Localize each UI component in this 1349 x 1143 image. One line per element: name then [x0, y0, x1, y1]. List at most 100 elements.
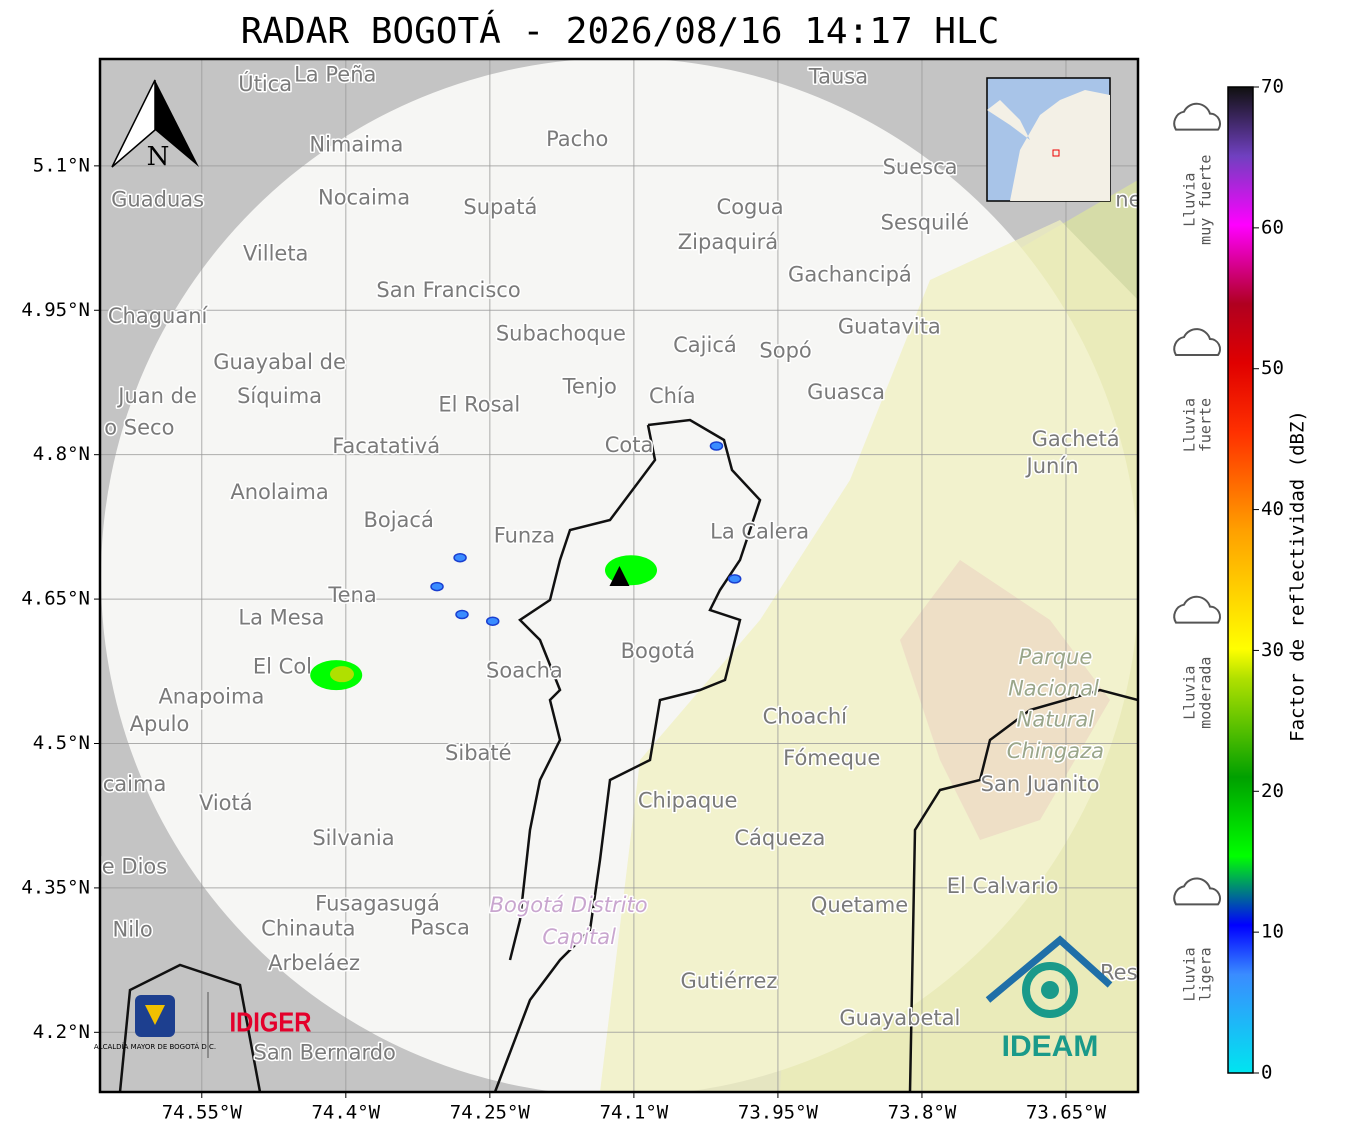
place-label: Subachoque — [496, 321, 626, 345]
place-label: Fómeque — [783, 746, 880, 770]
colorbar-tick-label: 40 — [1261, 498, 1284, 520]
x-tick-label: 74.1°W — [600, 1102, 669, 1124]
idiger-text: IDIGER — [230, 1006, 312, 1038]
place-label: Guayabetal — [839, 1006, 960, 1030]
region-label: Natural — [1017, 707, 1095, 731]
place-label: Cáqueza — [734, 826, 825, 850]
region-label: Chingaza — [1007, 739, 1104, 763]
place-label: Apulo — [130, 712, 190, 736]
ideam-logo: IDEAM — [985, 935, 1113, 1063]
place-label: Silvania — [312, 826, 394, 850]
place-label: Pacho — [546, 127, 608, 151]
colorbar — [1227, 86, 1254, 1074]
place-label: Quetame — [811, 893, 908, 917]
place-label: Pasca — [410, 915, 470, 939]
place-label: Nilo — [113, 917, 153, 941]
place-label: Guasca — [807, 380, 885, 404]
radar-echo — [485, 616, 500, 626]
place-label: Cota — [605, 433, 654, 457]
place-label: Tenjo — [562, 374, 617, 398]
place-label: El Calvario — [947, 874, 1059, 898]
rain-label: Lluvia — [1181, 947, 1199, 1001]
place-label: Guayabal de — [213, 350, 346, 374]
place-label: Arbeláez — [268, 951, 360, 975]
place-label: El Rosal — [438, 393, 520, 417]
rain-label: moderada — [1197, 657, 1215, 729]
x-tick-label: 74.25°W — [450, 1102, 531, 1124]
place-label: Sibaté — [445, 741, 512, 765]
colorbar-tick-label: 50 — [1261, 357, 1284, 379]
radar-echo — [329, 666, 354, 683]
place-label: Chía — [649, 384, 696, 408]
title: RADAR BOGOTÁ - 2026/08/16 14:17 HLC — [241, 10, 1000, 52]
place-label: Facatativá — [332, 434, 440, 458]
x-tick-label: 74.55°W — [162, 1102, 243, 1124]
y-tick-label: 4.8°N — [33, 443, 90, 465]
y-tick-label: 4.5°N — [33, 732, 90, 754]
place-label: Viotá — [199, 791, 253, 815]
place-label: Zipaquirá — [678, 230, 778, 254]
place-label: Gachetá — [1032, 427, 1120, 451]
rain-label: Lluvia — [1181, 666, 1199, 720]
place-label: o Seco — [104, 416, 174, 440]
place-label: La Peña — [294, 62, 376, 86]
department-boundary — [118, 688, 1138, 1092]
region-label: Nacional — [1008, 677, 1099, 701]
place-label: caima — [103, 772, 167, 796]
alcaldia-logo: ALCALDÍA MAYOR DE BOGOTÁ D.C. IDIGER — [94, 992, 312, 1058]
place-label: Chaguaní — [108, 304, 209, 328]
rain-label: fuerte — [1197, 398, 1215, 452]
place-label: Síquima — [237, 384, 322, 408]
place-label: Guaduas — [111, 188, 204, 212]
radar-echo — [430, 581, 444, 592]
radar-echo — [709, 441, 724, 451]
place-label: Sesquilé — [881, 211, 969, 235]
place-label: Chipaque — [638, 788, 738, 812]
place-label: Supatá — [463, 195, 537, 219]
y-tick-label: 4.65°N — [21, 588, 90, 610]
terrain-plains — [600, 220, 1138, 1092]
inset-map — [986, 77, 1111, 202]
place-label: Anapoima — [158, 684, 264, 708]
place-label: Cajicá — [673, 333, 737, 357]
ideam-text: IDEAM — [1002, 1030, 1099, 1063]
x-tick-label: 74.4°W — [311, 1102, 380, 1124]
colorbar-tick-label: 20 — [1261, 780, 1284, 802]
colorbar-tick-label: 10 — [1261, 921, 1284, 943]
place-label: La Calera — [710, 520, 809, 544]
place-label: Choachí — [763, 705, 849, 729]
place-label: La Mesa — [238, 605, 324, 629]
place-label: Bogotá — [621, 639, 696, 663]
north-label: N — [147, 142, 170, 172]
place-label: Gachancipá — [788, 263, 912, 287]
place-label: San Francisco — [376, 278, 520, 302]
colorbar-tick-label: 70 — [1261, 76, 1284, 98]
place-label: ne — [1115, 188, 1141, 212]
place-label: El Col — [253, 654, 312, 678]
park-area — [900, 560, 1110, 840]
radar-echo — [453, 552, 467, 563]
place-label: Fusagasugá — [315, 891, 440, 915]
rain-icon — [1173, 877, 1221, 906]
alcaldia-text: ALCALDÍA MAYOR DE BOGOTÁ D.C. — [94, 1042, 216, 1051]
place-label: Tausa — [808, 64, 868, 88]
place-label: Anolaima — [230, 480, 328, 504]
x-tick-label: 73.95°W — [738, 1102, 819, 1124]
rain-icon — [1173, 595, 1221, 624]
place-label: Chinauta — [261, 916, 355, 940]
y-tick-label: 4.35°N — [21, 876, 90, 898]
rain-icon — [1173, 328, 1221, 357]
x-tick-label: 73.8°W — [888, 1102, 957, 1124]
place-label: de Dios — [88, 855, 167, 879]
place-label: Villeta — [243, 241, 308, 265]
colorbar-tick-label: 0 — [1261, 1062, 1272, 1084]
radar-echo — [727, 574, 742, 584]
place-label: Suesca — [883, 155, 958, 179]
region-label: Parque — [1019, 645, 1093, 669]
place-label: Cogua — [717, 195, 784, 219]
place-label: Tena — [327, 583, 376, 607]
